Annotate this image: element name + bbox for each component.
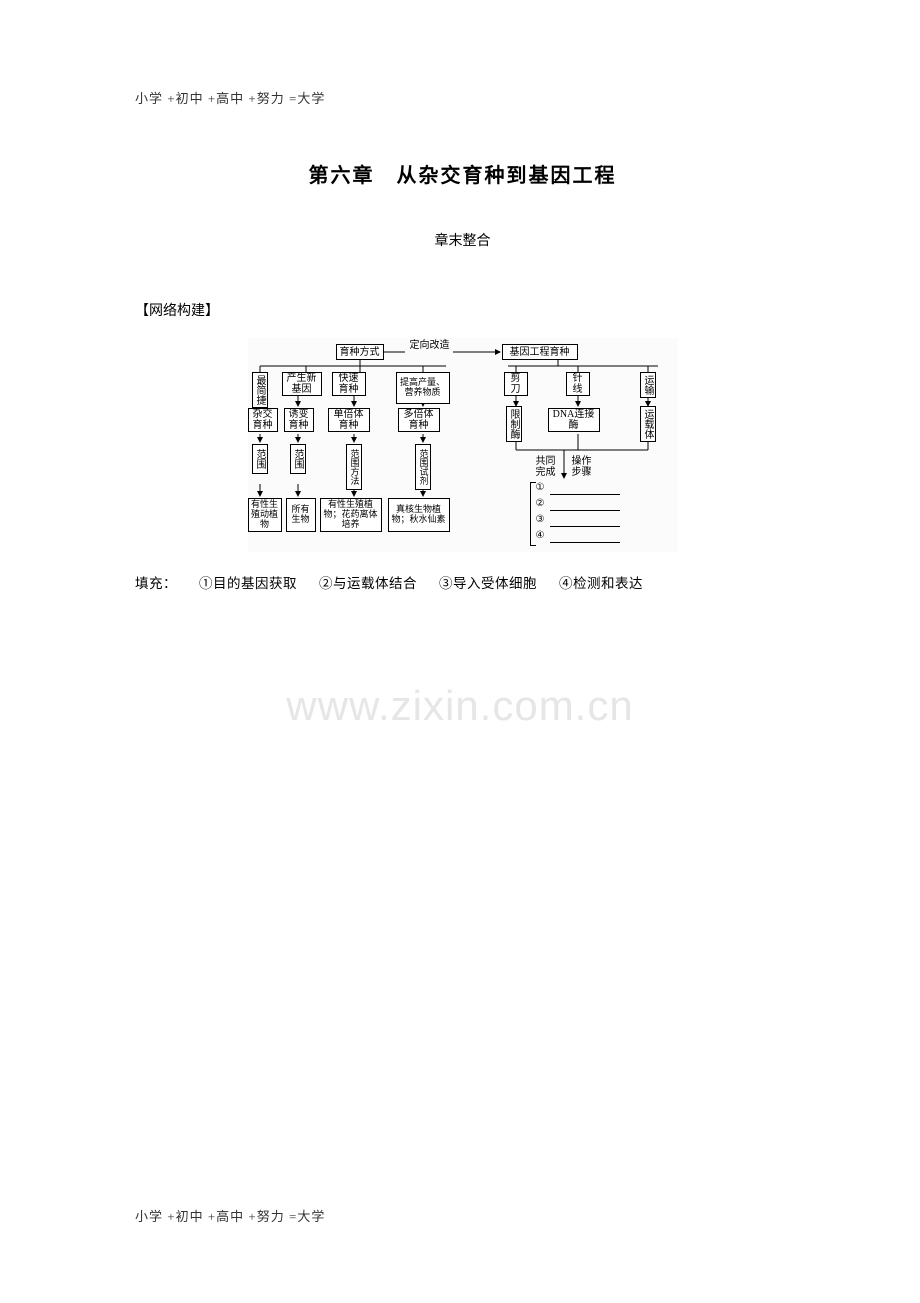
page-footer: 小学 +初中 +高中 +努力 =大学 — [135, 1206, 325, 1225]
page-header: 小学 +初中 +高中 +努力 =大学 — [135, 88, 790, 107]
watermark: www.zixin.com.cn — [286, 682, 633, 730]
node-gene-engineering: 基因工程育种 — [502, 344, 578, 360]
node-scope-method: 范围方法 — [346, 444, 362, 490]
node-all-organisms: 所有生物 — [286, 498, 316, 532]
node-dna-ligase: DNA连接酶 — [548, 408, 600, 432]
fill-prefix: 填充： — [135, 576, 177, 591]
fill-a3: ③导入受体细胞 — [439, 576, 537, 591]
node-cross-breeding: 杂交育种 — [248, 408, 278, 432]
label-together: 共同完成 — [532, 456, 560, 478]
fill-a4: ④检测和表达 — [559, 576, 643, 591]
node-scissors: 剪刀 — [504, 372, 528, 396]
fill-a1: ①目的基因获取 — [199, 576, 297, 591]
node-fast: 快速育种 — [332, 372, 366, 396]
chapter-subtitle: 章末整合 — [135, 230, 790, 250]
step-1: ① — [536, 482, 545, 493]
node-transport: 运输 — [640, 372, 656, 398]
node-breeding-method: 育种方式 — [336, 344, 384, 360]
step-4-line — [550, 542, 620, 543]
fill-a2: ②与运载体结合 — [319, 576, 417, 591]
step-2: ② — [536, 498, 545, 509]
step-3: ③ — [536, 514, 545, 525]
label-directed: 定向改造 — [406, 340, 454, 351]
diagram-container: 育种方式 定向改造 基因工程育种 最简捷 产生新基因 快速育种 提高产量、营养物… — [135, 338, 790, 552]
node-polyploid: 多倍体育种 — [398, 408, 440, 432]
node-sexual-anipl: 有性生殖动植物 — [248, 498, 282, 532]
node-scope-2: 范围 — [290, 444, 306, 474]
section-label: 【网络构建】 — [135, 300, 790, 320]
node-anther: 有性生殖植物；花药离体培养 — [320, 498, 382, 532]
node-restriction-enzyme: 限制酶 — [506, 406, 522, 442]
flowchart-diagram: 育种方式 定向改造 基因工程育种 最简捷 产生新基因 快速育种 提高产量、营养物… — [248, 338, 678, 552]
node-improve: 提高产量、营养物质 — [396, 372, 450, 404]
label-steps: 操作步骤 — [568, 456, 596, 478]
fill-answers: 填充： ①目的基因获取 ②与运载体结合 ③导入受体细胞 ④检测和表达 — [135, 572, 790, 592]
node-colchicine: 真核生物植物；秋水仙素 — [388, 498, 450, 532]
node-vector: 运载体 — [640, 406, 656, 442]
step-1-line — [550, 494, 620, 495]
step-2-line — [550, 510, 620, 511]
node-newgene: 产生新基因 — [282, 372, 322, 396]
node-haploid: 单倍体育种 — [328, 408, 370, 432]
node-mutation-breeding: 诱变育种 — [284, 408, 314, 432]
node-scope-reagent: 范围试剂 — [415, 444, 431, 490]
step-4: ④ — [536, 530, 545, 541]
step-3-line — [550, 526, 620, 527]
node-needle: 针线 — [566, 372, 590, 396]
chapter-title: 第六章 从杂交育种到基因工程 — [135, 159, 790, 188]
node-simplest: 最简捷 — [252, 372, 268, 408]
node-scope-1: 范围 — [252, 444, 268, 474]
steps-bracket — [530, 482, 536, 546]
